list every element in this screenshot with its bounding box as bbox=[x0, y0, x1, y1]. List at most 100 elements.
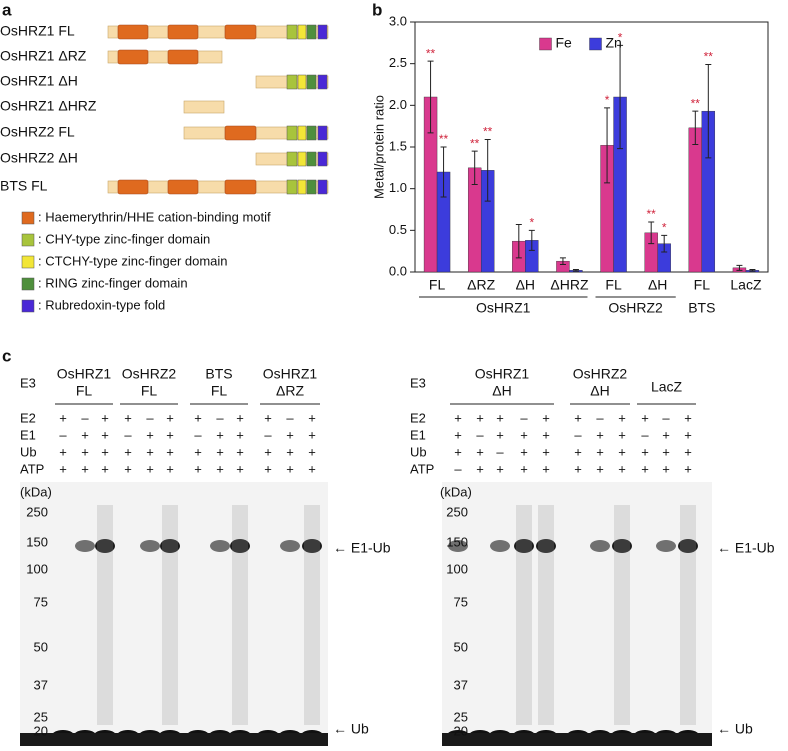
legend-swatch bbox=[21, 255, 35, 269]
error-bar bbox=[572, 269, 579, 272]
sign: + bbox=[684, 427, 692, 442]
legend-swatch bbox=[21, 277, 35, 291]
domain bbox=[224, 179, 257, 195]
domain bbox=[306, 179, 317, 195]
sign: + bbox=[496, 461, 504, 476]
sign: + bbox=[236, 461, 244, 476]
sign: + bbox=[81, 444, 89, 459]
sign: + bbox=[124, 410, 132, 425]
legend-swatch bbox=[21, 233, 35, 247]
sign: – bbox=[496, 444, 504, 459]
domain bbox=[286, 151, 298, 167]
marker-label: 75 bbox=[34, 594, 48, 609]
e3-variant: FL bbox=[76, 383, 93, 399]
error-bar bbox=[484, 139, 491, 202]
band-label: ← E1-Ub bbox=[333, 540, 391, 556]
sign: + bbox=[216, 461, 224, 476]
row-label: Ub bbox=[20, 444, 37, 459]
bottom-band bbox=[20, 733, 328, 746]
plot-frame bbox=[414, 21, 769, 273]
legend-label: : Rubredoxin-type fold bbox=[38, 297, 165, 312]
sign: + bbox=[476, 410, 484, 425]
legend-label: : RING zinc-finger domain bbox=[38, 275, 188, 290]
e3-variant: ΔH bbox=[492, 383, 511, 399]
row-label: E1 bbox=[410, 427, 426, 442]
row-label: E1 bbox=[20, 427, 36, 442]
error-bar bbox=[617, 44, 624, 150]
sign: + bbox=[618, 461, 626, 476]
x-tick-label: LacZ bbox=[730, 277, 762, 293]
sign: + bbox=[236, 410, 244, 425]
sign: + bbox=[166, 410, 174, 425]
legend-label: : CTCHY-type zinc-finger domain bbox=[38, 253, 228, 268]
sign: + bbox=[641, 461, 649, 476]
band bbox=[656, 540, 676, 552]
error-bar bbox=[661, 234, 668, 253]
sign: + bbox=[166, 427, 174, 442]
sign: – bbox=[574, 427, 582, 442]
sign: + bbox=[59, 444, 67, 459]
y-tick-label: 2.5 bbox=[389, 55, 407, 70]
sign: + bbox=[286, 427, 294, 442]
sign: + bbox=[308, 444, 316, 459]
sign: – bbox=[194, 427, 202, 442]
band bbox=[280, 540, 300, 552]
sign: + bbox=[542, 410, 550, 425]
sign: + bbox=[308, 461, 316, 476]
marker-label: 37 bbox=[454, 677, 468, 692]
band bbox=[140, 540, 160, 552]
marker-label: 100 bbox=[26, 561, 48, 576]
domain bbox=[224, 125, 257, 141]
domain bbox=[167, 179, 199, 195]
band-label: ← E1-Ub bbox=[717, 540, 775, 556]
marker-label: 25 bbox=[454, 709, 468, 724]
sign: – bbox=[216, 410, 224, 425]
sign: + bbox=[59, 461, 67, 476]
x-tick-label: ΔHRZ bbox=[550, 277, 589, 293]
sign: + bbox=[542, 461, 550, 476]
e3-name: BTS bbox=[205, 366, 232, 382]
error-bar bbox=[559, 257, 566, 265]
marker-label: 150 bbox=[26, 534, 48, 549]
sign: + bbox=[520, 444, 528, 459]
construct-bar bbox=[107, 25, 329, 39]
band bbox=[230, 539, 250, 553]
sign: + bbox=[618, 444, 626, 459]
sign: + bbox=[286, 461, 294, 476]
marker-label: 37 bbox=[34, 677, 48, 692]
sign: – bbox=[520, 410, 528, 425]
sign: + bbox=[264, 461, 272, 476]
smear bbox=[538, 505, 554, 725]
y-tick-label: 1.5 bbox=[389, 138, 407, 153]
sign: + bbox=[236, 427, 244, 442]
y-tick-label: 2.0 bbox=[389, 97, 407, 112]
sign: + bbox=[81, 461, 89, 476]
sign: + bbox=[684, 461, 692, 476]
sign: + bbox=[574, 444, 582, 459]
legend-label: Fe bbox=[556, 35, 573, 51]
e3-name: OsHRZ2 bbox=[573, 366, 628, 382]
unit-label: (kDa) bbox=[440, 484, 472, 499]
sign: + bbox=[146, 461, 154, 476]
domain bbox=[117, 49, 149, 65]
construct-name: OsHRZ2 FL bbox=[0, 124, 75, 140]
y-tick-label: 3.0 bbox=[389, 13, 407, 28]
gel bbox=[20, 482, 328, 746]
e3-name: LacZ bbox=[651, 379, 683, 395]
sign: + bbox=[236, 444, 244, 459]
legend-label: Zn bbox=[606, 35, 622, 51]
sign: – bbox=[454, 461, 462, 476]
marker-label: 75 bbox=[454, 594, 468, 609]
row-label: ATP bbox=[20, 461, 44, 476]
error-bar bbox=[648, 221, 655, 245]
sign: + bbox=[264, 444, 272, 459]
group-label: OsHRZ1 bbox=[476, 300, 531, 316]
significance: ** bbox=[439, 132, 449, 146]
sign: + bbox=[496, 427, 504, 442]
domain bbox=[224, 24, 257, 40]
row-label: Ub bbox=[410, 444, 427, 459]
sign: – bbox=[476, 427, 484, 442]
smear bbox=[162, 505, 178, 725]
sign: + bbox=[574, 461, 582, 476]
sign: – bbox=[596, 410, 604, 425]
